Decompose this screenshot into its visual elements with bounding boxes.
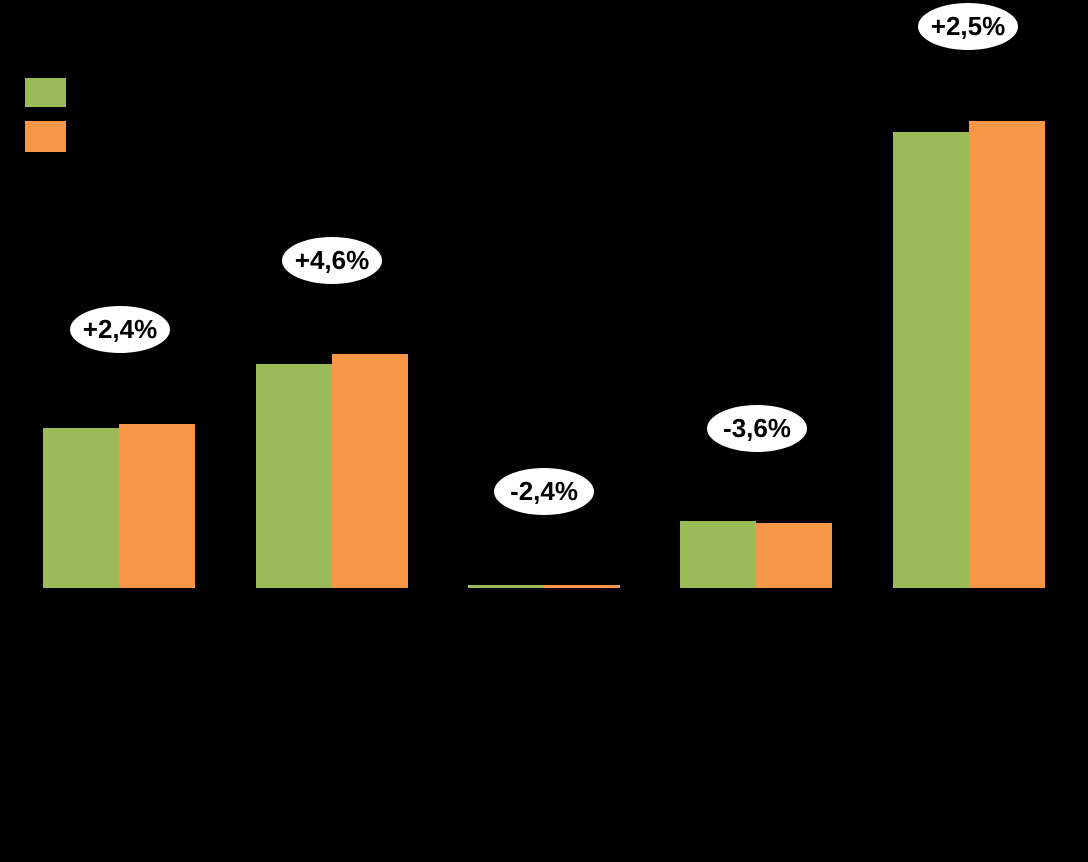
- bar-series-2-group-2: [331, 354, 408, 588]
- bar-series-1-group-4: [680, 521, 757, 588]
- bar-series-1-group-5: [892, 132, 969, 588]
- callout-label-3: -2,4%: [494, 467, 594, 515]
- callout-label-5: +2,5%: [918, 2, 1018, 50]
- callout-label-2: +4,6%: [282, 236, 382, 284]
- bar-series-2-group-4: [756, 523, 833, 588]
- callout-label-1: +2,4%: [70, 305, 170, 353]
- bar-series-2-group-1: [119, 424, 195, 588]
- callout-label-4: -3,6%: [707, 404, 807, 452]
- bar-series-1-group-3: [468, 585, 544, 588]
- bar-series-1-group-1: [43, 428, 119, 588]
- legend-swatch-series-1: [25, 78, 66, 107]
- bar-series-1-group-2: [255, 364, 332, 588]
- bar-series-2-group-5: [968, 121, 1045, 588]
- bar-series-2-group-3: [544, 585, 620, 588]
- legend-swatch-series-2: [25, 121, 66, 152]
